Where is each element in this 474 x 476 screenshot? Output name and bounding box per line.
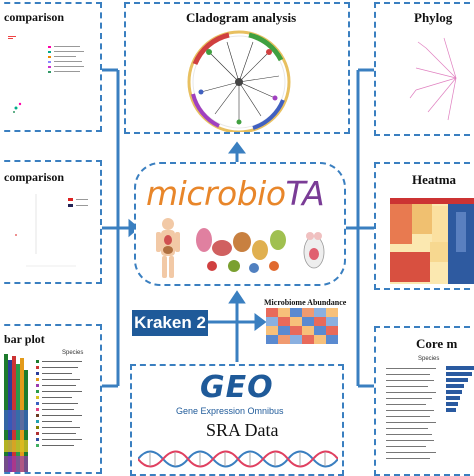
logo-prefix: microbio [146, 174, 286, 213]
panel-bottom-left: bar plot Species [0, 324, 102, 474]
phylogeny-title: Phylog [414, 10, 453, 25]
center-box: microbioTA [134, 162, 346, 286]
panel-bottom-left-title: bar plot [4, 332, 45, 346]
barplot-legend-header: Species [62, 350, 84, 356]
cladogram-graphic [187, 30, 291, 132]
kraken2-label: Kraken 2 [132, 310, 208, 336]
core-species-list [386, 366, 474, 459]
cladogram-title: Cladogram analysis [186, 10, 297, 25]
core-legend-header: Species [418, 356, 440, 362]
microbiota-logo: microbioTA [146, 174, 325, 213]
body-organs-illustration [156, 218, 325, 278]
core-title: Core m [416, 336, 458, 351]
panel-mid-left-title: comparison [4, 170, 64, 184]
dna-helix-icon [138, 450, 338, 468]
geo-subtitle: Gene Expression Omnibus [176, 406, 284, 416]
abundance-heatmap [266, 308, 338, 344]
heatmap-graphic [390, 198, 474, 284]
sra-label: SRA Data [206, 420, 279, 440]
barplot-legend [36, 360, 82, 447]
phylogeny-tree [409, 37, 457, 121]
comparison-bar-plot [15, 194, 88, 267]
logo-suffix: TA [285, 174, 325, 213]
panel-heatmap: Heatma [374, 162, 474, 290]
panel-cladogram: Cladogram analysis [124, 2, 350, 134]
stacked-bar-plot [4, 354, 28, 472]
panel-top-left-title: comparison [4, 10, 64, 24]
abundance-label: Microbiome Abundance [264, 298, 347, 307]
panel-core: Core m Species [374, 326, 474, 476]
panel-top-left: comparison [0, 2, 102, 132]
panel-geo: GEO Gene Expression Omnibus SRA Data [130, 364, 344, 476]
comparison-plot [8, 36, 84, 113]
panel-phylogeny: Phylog [374, 2, 474, 136]
heatmap-title: Heatma [412, 172, 457, 187]
panel-mid-left: comparison [0, 160, 102, 284]
geo-logo: GEO [200, 370, 274, 405]
